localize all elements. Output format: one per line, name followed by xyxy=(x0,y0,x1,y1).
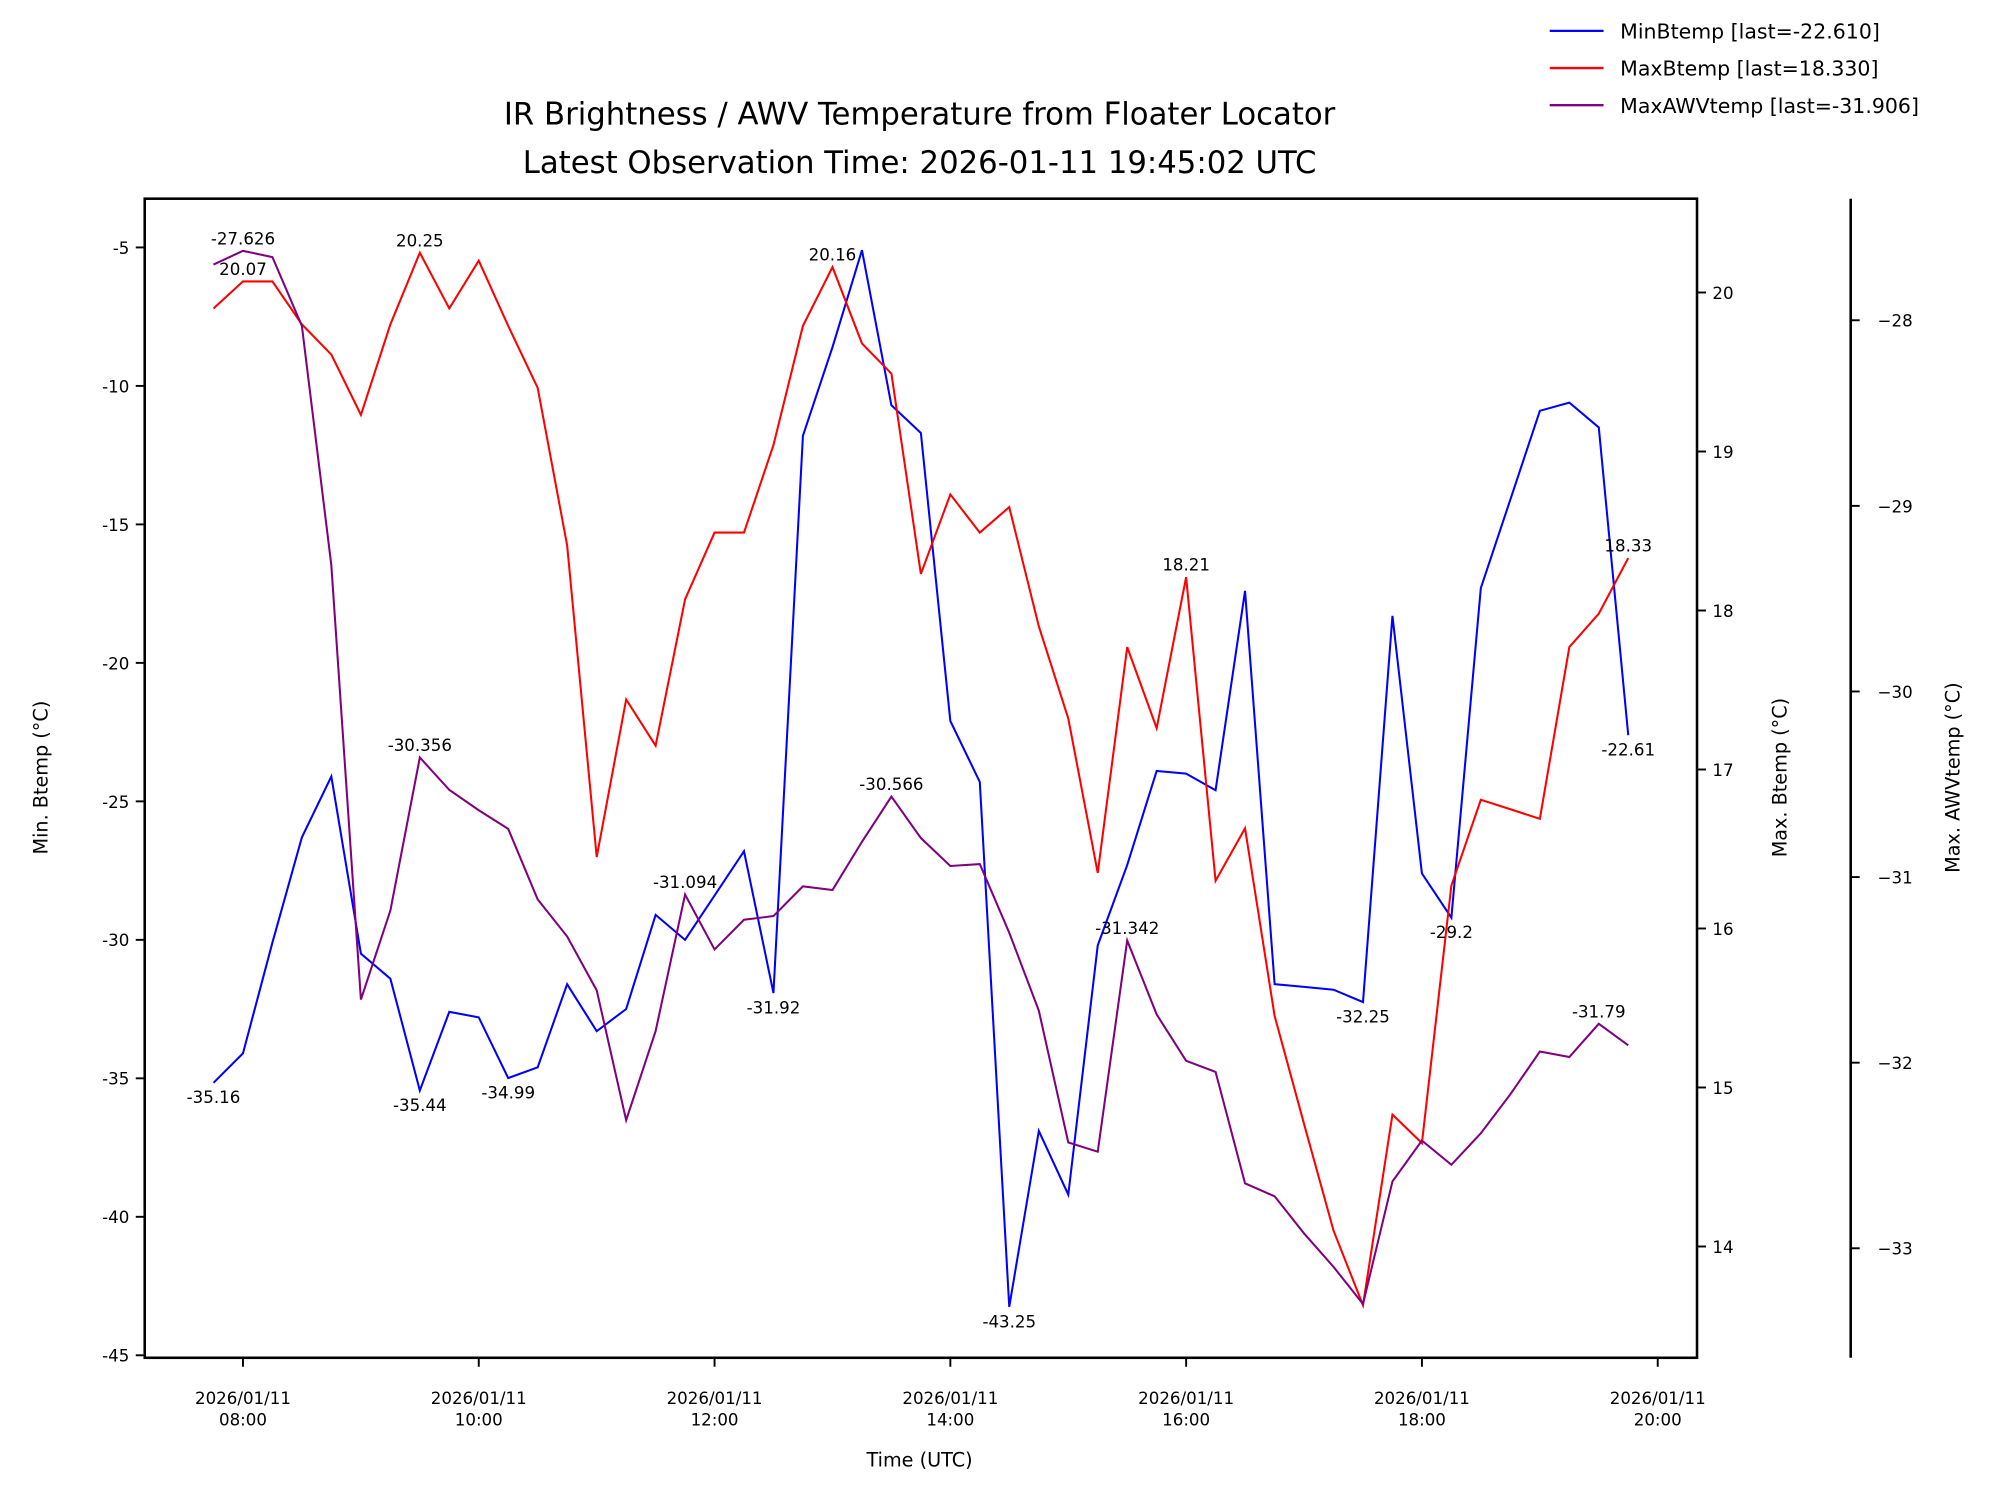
right2-y-tick-label: −29 xyxy=(1878,497,1913,516)
data-label: -43.25 xyxy=(982,1312,1036,1331)
data-label: -31.92 xyxy=(747,999,801,1018)
x-tick-time: 18:00 xyxy=(1398,1411,1446,1430)
data-label: -31.094 xyxy=(653,873,717,892)
chart-title: IR Brightness / AWV Temperature from Flo… xyxy=(504,96,1336,132)
data-label: -22.61 xyxy=(1601,741,1655,760)
data-label: -34.99 xyxy=(481,1084,535,1103)
x-axis-label: Time (UTC) xyxy=(866,1449,973,1472)
x-tick-date: 2026/01/11 xyxy=(667,1389,763,1408)
data-label: -35.16 xyxy=(187,1088,241,1107)
data-label: -32.25 xyxy=(1336,1008,1390,1027)
series-line-maxawvtemp xyxy=(213,249,1629,1307)
x-tick-time: 08:00 xyxy=(219,1411,267,1430)
x-tick-time: 10:00 xyxy=(455,1411,503,1430)
right-axis-label: Max. Btemp (°C) xyxy=(1769,698,1792,857)
legend-entry: MaxAWVtemp [last=-31.906] xyxy=(1620,94,1919,118)
data-label: 20.25 xyxy=(396,231,444,250)
x-tick-date: 2026/01/11 xyxy=(1138,1389,1234,1408)
left-y-tick-label: -15 xyxy=(102,516,129,535)
left-y-tick-label: -40 xyxy=(102,1208,129,1227)
plot-area: -35.16 -35.44 -34.99 -31.92 -43.25 -32.25 -29.… xyxy=(187,229,1655,1331)
data-label: 18.33 xyxy=(1604,537,1652,556)
x-tick-date: 2026/01/11 xyxy=(1374,1389,1470,1408)
right-y-tick-label: 17 xyxy=(1712,761,1733,780)
right2-y-tick-label: −32 xyxy=(1878,1054,1913,1073)
left-y-tick-label: -35 xyxy=(102,1070,129,1089)
plot-frame xyxy=(143,197,1699,1360)
data-label: -35.44 xyxy=(393,1096,447,1115)
right-y-tick-label: 14 xyxy=(1712,1238,1733,1257)
right-y-tick-label: 15 xyxy=(1712,1079,1733,1098)
right-y-tick-label: 20 xyxy=(1712,284,1733,303)
left-y-tick-label: -10 xyxy=(102,377,129,396)
x-tick-date: 2026/01/11 xyxy=(1610,1389,1706,1408)
right2-y-tick-label: −33 xyxy=(1878,1240,1913,1259)
chart-subtitle: Latest Observation Time: 2026-01-11 19:4… xyxy=(523,145,1317,181)
series-line-minbtemp xyxy=(212,249,1630,1307)
right2-y-tick-label: −31 xyxy=(1878,868,1913,887)
left-y-tick-label: -25 xyxy=(102,793,129,812)
data-label: 20.07 xyxy=(219,260,267,279)
x-tick-time: 14:00 xyxy=(926,1411,974,1430)
x-tick-time: 20:00 xyxy=(1634,1411,1682,1430)
left-y-tick-label: -45 xyxy=(102,1347,129,1366)
left-y-tick-label: -5 xyxy=(113,239,130,258)
left-axis-label: Min. Btemp (°C) xyxy=(29,701,52,855)
right-y-tick-label: 16 xyxy=(1712,920,1733,939)
x-tick-date: 2026/01/11 xyxy=(902,1389,998,1408)
data-label: -31.79 xyxy=(1572,1002,1626,1021)
x-tick-date: 2026/01/11 xyxy=(431,1389,527,1408)
data-label: -30.566 xyxy=(859,775,923,794)
data-label: 18.21 xyxy=(1162,556,1210,575)
data-label: 20.16 xyxy=(809,246,857,265)
legend-entry: MaxBtemp [last=18.330] xyxy=(1620,57,1878,81)
legend-entry: MinBtemp [last=-22.610] xyxy=(1620,20,1880,44)
right2-y-tick-label: −28 xyxy=(1878,312,1913,331)
data-label: -29.2 xyxy=(1430,923,1473,942)
right2-axis-label: Max. AWVtemp (°C) xyxy=(1942,682,1965,872)
left-y-tick-label: -30 xyxy=(102,931,129,950)
axis-ticks: 2026/01/11 08:00 2026/01/11 10:00 2026/01/11… xyxy=(102,239,1913,1430)
legend: MinBtemp [last=-22.610] MaxBtemp [last=18… xyxy=(1549,20,1919,118)
data-label: -27.626 xyxy=(211,229,275,248)
right-y-tick-label: 18 xyxy=(1712,602,1733,621)
x-tick-date: 2026/01/11 xyxy=(195,1389,291,1408)
left-y-tick-label: -20 xyxy=(102,654,129,673)
x-tick-time: 16:00 xyxy=(1162,1411,1210,1430)
x-tick-time: 12:00 xyxy=(691,1411,739,1430)
right2-y-tick-label: −30 xyxy=(1878,683,1913,702)
data-label: -31.342 xyxy=(1095,919,1159,938)
right-y-tick-label: 19 xyxy=(1712,443,1733,462)
series-line-maxbtemp xyxy=(212,250,1630,1310)
data-label: -30.356 xyxy=(388,736,452,755)
